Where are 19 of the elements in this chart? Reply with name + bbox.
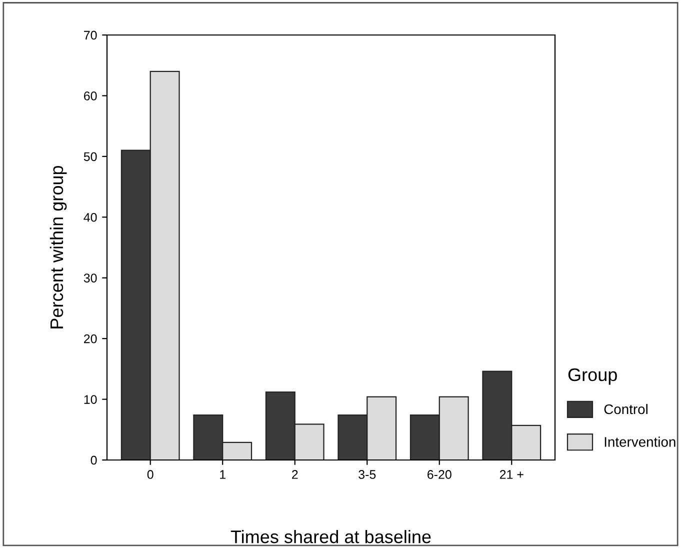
x-tick-label: 6-20 [428, 470, 452, 479]
y-tick-label: 60 [84, 92, 97, 100]
x-axis-title: Times shared at baseline [230, 530, 431, 544]
y-tick-label: 20 [84, 334, 97, 344]
legend-label: Control [604, 404, 648, 414]
y-tick-label: 50 [84, 152, 97, 162]
legend-label: Intervention [604, 436, 676, 447]
x-tick-label: 3-5 [358, 470, 376, 479]
y-axis-title: Percent within group [50, 166, 67, 328]
y-tick-label: 0 [90, 456, 97, 465]
y-tick-label: 30 [84, 274, 97, 283]
x-tick-label: 1 [220, 470, 226, 479]
y-tick-label: 40 [84, 212, 97, 222]
x-tick-label: 21 + [500, 470, 524, 479]
x-tick-label: 2 [292, 470, 298, 479]
y-tick-label: 10 [84, 395, 97, 404]
y-tick-label: 70 [84, 30, 97, 40]
x-tick-label: 0 [147, 470, 154, 479]
legend-title: Group [568, 368, 617, 385]
